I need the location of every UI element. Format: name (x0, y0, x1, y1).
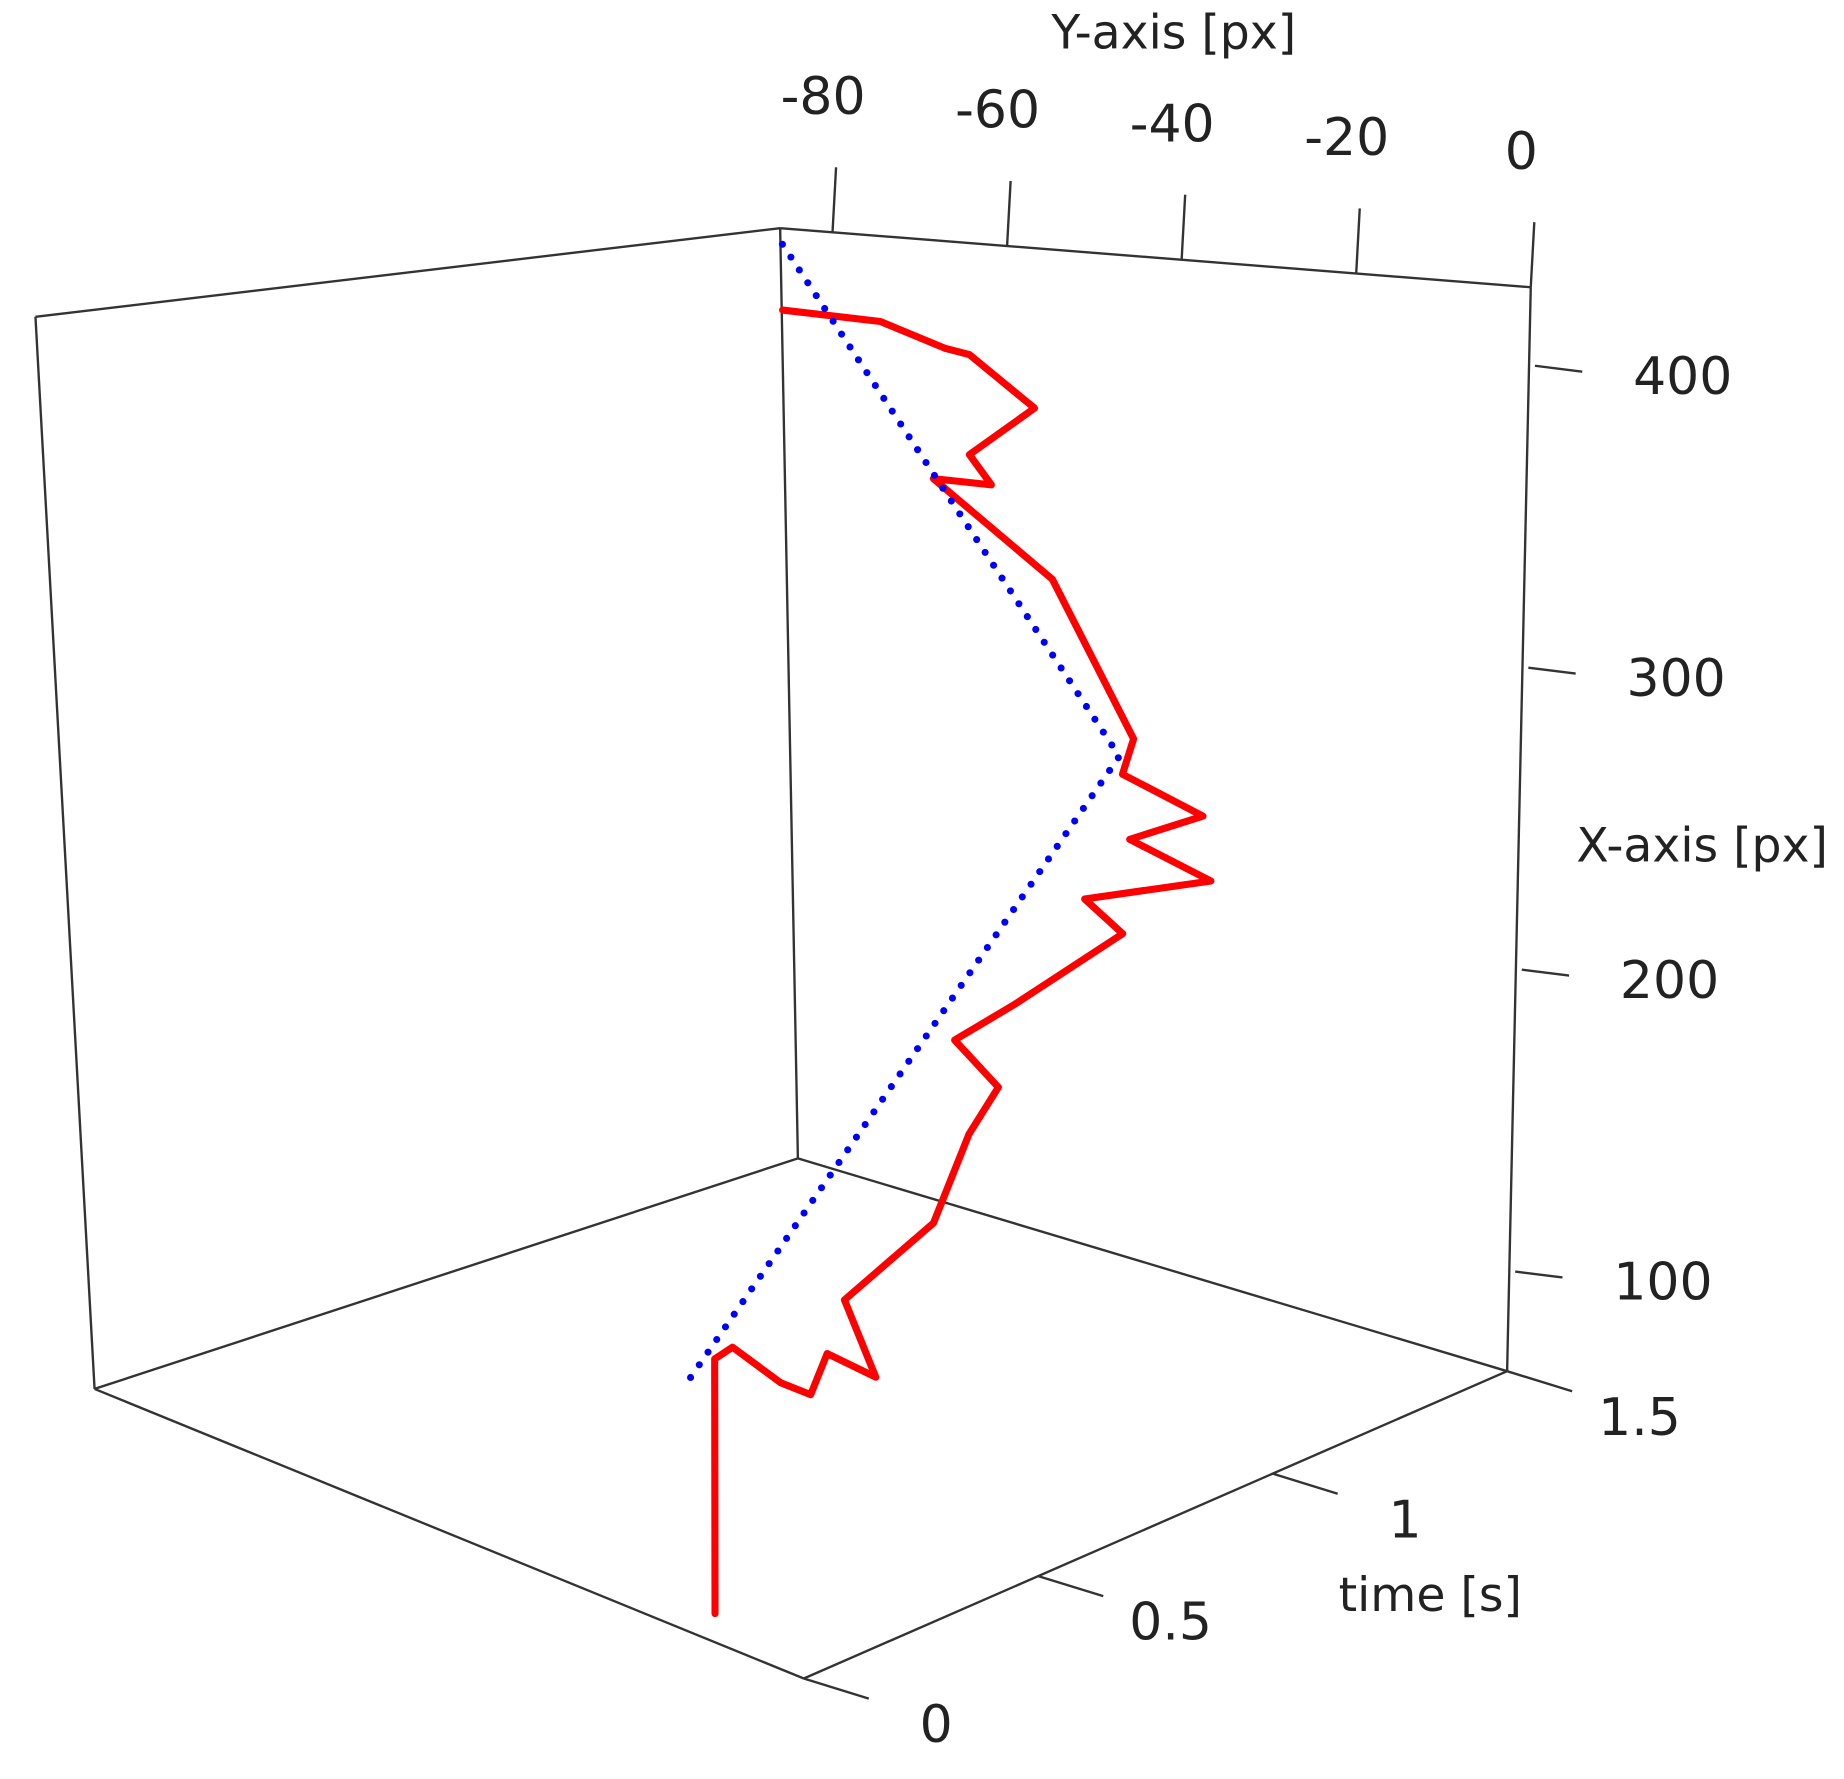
box-edge (778, 228, 800, 1159)
x-tick (1515, 1270, 1563, 1279)
box-edge (35, 226, 781, 318)
x-tick-label: 400 (1633, 347, 1732, 407)
box-edge (797, 1157, 1508, 1373)
y-tick (1355, 208, 1361, 274)
t-tick (803, 1677, 870, 1700)
y-tick-label: 0 (1505, 122, 1538, 182)
y-tick-label: -80 (781, 67, 866, 127)
y-axis-title: Y-axis [px] (1050, 5, 1296, 60)
t-tick-label: 1 (1389, 1490, 1422, 1550)
x-tick (1521, 968, 1570, 977)
t-tick-label: 0.5 (1129, 1593, 1212, 1653)
time-axis-title: time [s] (1339, 1568, 1522, 1623)
y-tick (1005, 180, 1012, 247)
t-tick (1037, 1574, 1104, 1598)
x-tick-label: 200 (1620, 951, 1719, 1011)
y-tick-label: -60 (955, 81, 1040, 141)
box-edge (34, 316, 96, 1389)
x-tick-label: 100 (1613, 1253, 1712, 1313)
y-tick (1529, 222, 1536, 288)
y-tick (1180, 194, 1187, 260)
data-line (711, 306, 1215, 1618)
y-tick-label: -40 (1130, 94, 1215, 154)
t-tick (1506, 1370, 1573, 1393)
box-edge (94, 1157, 799, 1391)
x-tick (1528, 666, 1576, 675)
box-edge (780, 226, 1531, 289)
y-tick (831, 167, 838, 233)
y-tick-label: -20 (1304, 108, 1389, 168)
box-edge (803, 1370, 1508, 1680)
x-tick (1534, 364, 1583, 373)
box-edge (1505, 287, 1532, 1372)
t-tick-label: 1.5 (1598, 1388, 1681, 1448)
dotted-line (687, 237, 1123, 1381)
box-edge (94, 1387, 805, 1680)
x-tick-label: 300 (1626, 649, 1725, 709)
x-axis-title: X-axis [px] (1576, 819, 1828, 874)
t-tick-label: 0 (920, 1695, 953, 1755)
t-tick (1272, 1472, 1339, 1495)
